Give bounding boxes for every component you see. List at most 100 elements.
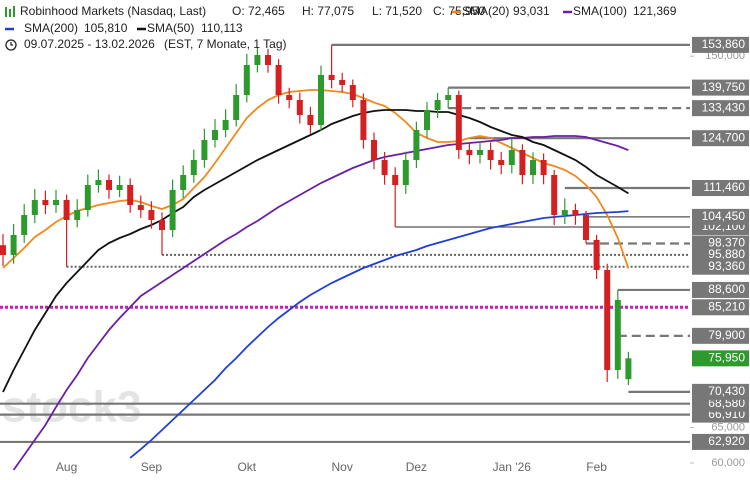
candle-body <box>42 200 49 206</box>
level-label-box <box>692 180 749 197</box>
chart-icon <box>5 6 15 17</box>
candle-body <box>116 185 123 190</box>
candle-body <box>127 185 134 206</box>
price-label-box <box>692 350 749 367</box>
candle-body <box>487 149 494 161</box>
level-label: 62,920 <box>708 434 745 448</box>
x-tick-label: Dez <box>406 460 427 474</box>
candle-body <box>604 270 611 370</box>
candle-body <box>106 180 112 190</box>
x-tick-label: Sep <box>141 460 163 474</box>
candle-body <box>434 99 441 111</box>
candle-body <box>402 160 409 186</box>
level-label: 85,210 <box>708 299 745 313</box>
candle-body <box>95 180 102 186</box>
level-label: 133,430 <box>702 100 746 114</box>
candle-body <box>296 99 303 115</box>
x-tick-label: Feb <box>586 460 607 474</box>
candle-body <box>551 174 558 216</box>
legend-name: SMA(200) <box>24 21 78 35</box>
ohlc-high: H: 77,075 <box>302 4 354 18</box>
ohlc-low: L: 71,520 <box>372 4 422 18</box>
header: Robinhood Markets (Nasdaq, Last) O: 72,4… <box>5 4 677 51</box>
candle-body <box>53 200 59 206</box>
level-label-box <box>692 100 749 117</box>
price-axis: 150,000 65,000 60,000 153,860 139,750 133,430… <box>690 36 749 469</box>
candle-body <box>159 219 165 231</box>
candle-body <box>508 149 515 165</box>
x-tick-label: Jan '26 <box>493 460 532 474</box>
legend-value: 105,810 <box>84 21 128 35</box>
x-tick-label: Okt <box>237 460 256 474</box>
candle-body <box>614 299 621 370</box>
plot-area <box>0 43 690 471</box>
candle-body <box>381 160 388 175</box>
level-label: 98,370 <box>708 236 745 250</box>
candle-body <box>10 235 17 255</box>
clock-icon <box>5 39 17 51</box>
legend-name: SMA(50) <box>147 21 194 35</box>
sma-line <box>2 109 629 393</box>
candle-body <box>212 130 218 140</box>
level-label-box <box>692 281 749 298</box>
candle-body <box>530 160 536 175</box>
candle-body <box>233 95 240 121</box>
date-range: 09.07.2025 - 13.02.2026 <box>24 37 155 51</box>
y-tick-label: 60,000 <box>711 457 745 469</box>
level-label: 95,880 <box>708 247 745 261</box>
candle-body <box>222 120 229 131</box>
level-label: 79,900 <box>708 328 745 342</box>
level-label-box <box>692 79 749 96</box>
level-label-box <box>692 208 749 225</box>
level-label: 139,750 <box>702 80 746 94</box>
candle-body <box>328 74 335 80</box>
candle-body <box>561 210 568 216</box>
level-label-box <box>692 383 749 400</box>
candle-body <box>466 149 473 155</box>
candle-body <box>74 210 81 220</box>
candle-body <box>307 114 314 125</box>
legend-name: SMA(20) <box>462 4 509 18</box>
candle-body <box>254 54 261 65</box>
level-label: 70,430 <box>708 384 745 398</box>
level-label-box <box>692 433 749 450</box>
legend-name: SMA(100) <box>573 4 627 18</box>
x-tick-label: Aug <box>56 460 77 474</box>
candle-body <box>392 174 399 186</box>
candle-body <box>318 74 324 125</box>
candle-body <box>424 110 430 131</box>
candle-body <box>201 139 208 161</box>
candle-body <box>21 215 28 236</box>
candle-body <box>455 95 462 150</box>
watermark: stock3 <box>2 383 141 432</box>
level-label: 153,860 <box>702 37 746 51</box>
candle-body <box>349 84 356 100</box>
candle-body <box>360 99 367 140</box>
x-tick-label: Nov <box>332 460 353 474</box>
level-label-box <box>692 36 749 53</box>
chart-details: (EST, 7 Monate, 1 Tag) <box>164 37 287 51</box>
sma-line <box>2 89 630 269</box>
level-label: 111,460 <box>703 180 745 194</box>
candle-body <box>243 64 250 96</box>
candle-body <box>371 139 377 161</box>
candle-body <box>84 185 91 211</box>
level-label: 104,450 <box>702 209 746 223</box>
candle-body <box>190 160 197 175</box>
candle-body <box>498 160 505 165</box>
sma-line <box>129 210 629 459</box>
candle-body <box>583 215 589 240</box>
level-label: 93,360 <box>708 259 745 273</box>
candle-body <box>31 200 38 216</box>
candle-body <box>445 95 452 100</box>
candle-body <box>0 245 6 255</box>
level-label: 124,700 <box>702 130 746 144</box>
candle-body <box>540 160 547 175</box>
candle-body <box>413 130 420 161</box>
candle-body <box>137 205 144 211</box>
price-label: 75,950 <box>708 351 745 365</box>
candle-body <box>148 210 155 220</box>
ohlc-open: O: 72,465 <box>232 4 285 18</box>
y-tick-label: 65,000 <box>711 421 745 433</box>
